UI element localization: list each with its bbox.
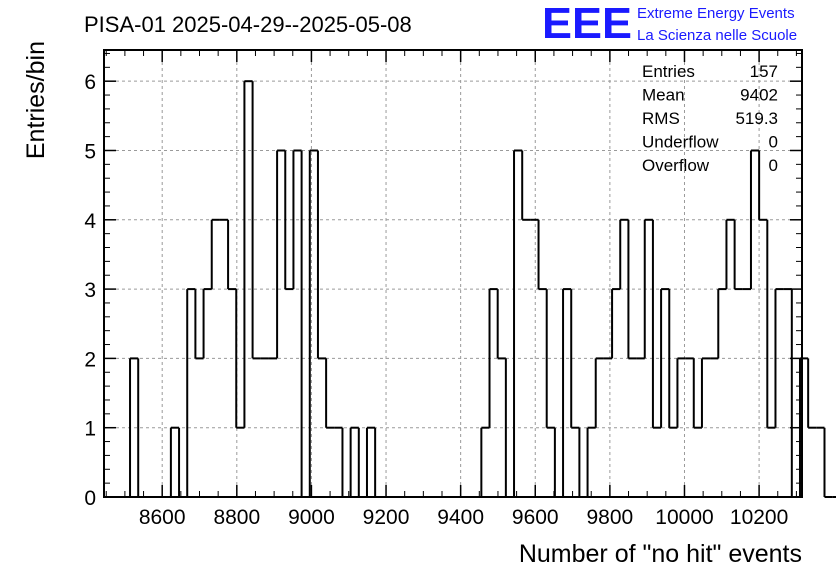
stats-label-rms: RMS (642, 109, 680, 128)
axis-ticks (104, 50, 802, 498)
y-tick-label-2: 2 (84, 348, 96, 371)
stats-label-entries: Entries (642, 62, 695, 81)
stats-label-mean: Mean (642, 86, 685, 105)
y-tick-label-0: 0 (84, 487, 96, 510)
y-tick-label-1: 1 (84, 418, 96, 441)
y-tick-label-6: 6 (84, 71, 96, 94)
x-tick-label-0: 8600 (139, 506, 186, 529)
x-tick-label-1: 8800 (213, 506, 260, 529)
tick-labels: 8600 8800 9000 9200 9400 9600 9800 10000 10200 0 1… (84, 71, 788, 529)
x-tick-label-3: 9200 (363, 506, 410, 529)
stats-value-underflow: 0 (769, 133, 778, 152)
eee-logo: EEE Extreme Energy Events La Scienza nel… (542, 0, 797, 48)
grid-lines (104, 50, 802, 497)
stats-label-underflow: Underflow (642, 133, 719, 152)
y-tick-label-5: 5 (84, 140, 96, 163)
stats-value-entries: 157 (750, 62, 778, 81)
stats-box: Entries 157 Mean 9402 RMS 519.3 Underflow 0 Over… (642, 62, 778, 175)
x-tick-label-8: 10200 (730, 506, 788, 529)
logo-mark: EEE (542, 0, 632, 48)
stats-label-overflow: Overflow (642, 156, 710, 175)
x-tick-label-4: 9400 (437, 506, 484, 529)
histogram-bars (129, 80, 836, 498)
logo-line-1: Extreme Energy Events (637, 5, 795, 22)
x-tick-label-5: 9600 (512, 506, 559, 529)
plot-frame (103, 49, 803, 498)
chart-title: PISA-01 2025-04-29--2025-05-08 (84, 12, 412, 37)
stats-value-rms: 519.3 (735, 109, 778, 128)
x-axis-label: Number of "no hit" events (519, 540, 802, 568)
y-tick-label-3: 3 (84, 279, 96, 302)
x-tick-label-2: 9000 (288, 506, 335, 529)
stats-value-overflow: 0 (769, 156, 778, 175)
y-tick-label-4: 4 (84, 210, 96, 233)
stats-value-mean: 9402 (740, 86, 778, 105)
x-tick-label-6: 9800 (587, 506, 634, 529)
y-axis-label: Entries/bin (22, 41, 50, 159)
logo-line-2: La Scienza nelle Scuole (637, 27, 797, 44)
x-tick-label-7: 10000 (655, 506, 713, 529)
